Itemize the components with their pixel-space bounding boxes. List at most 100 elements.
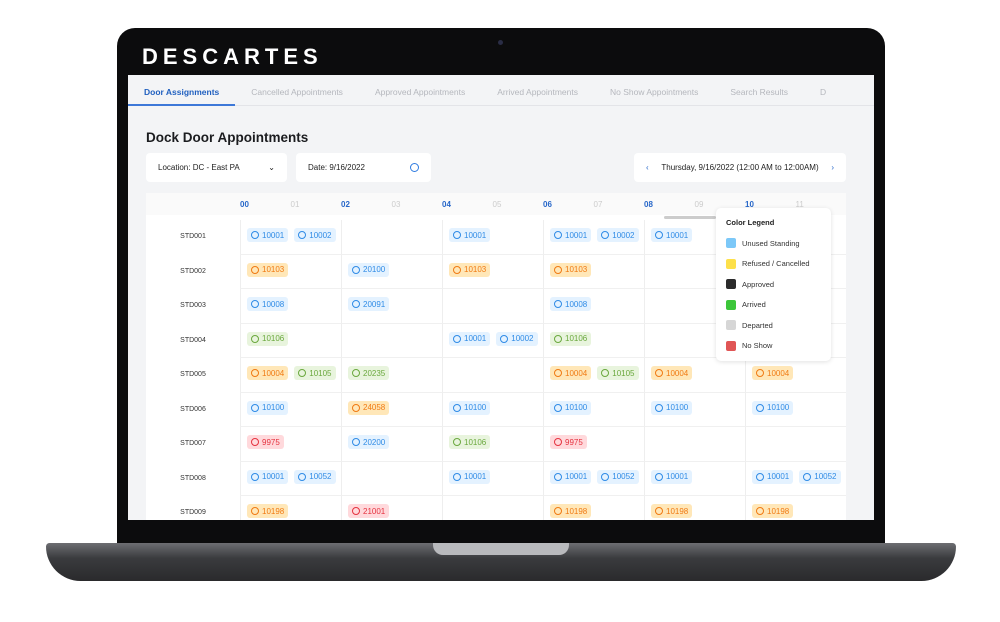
schedule-cell: 20235 [341,358,442,393]
appointment-chip[interactable]: 10004 [651,366,693,380]
tab-0[interactable]: Door Assignments [128,75,236,106]
appointment-chip[interactable]: 10103 [550,262,592,277]
appointment-chip[interactable]: 10002 [597,228,639,242]
appointment-chip[interactable]: 10001 [550,469,592,484]
appointment-chip[interactable]: 10103 [247,262,289,277]
appointment-chip[interactable]: 10106 [247,331,289,346]
appointment-chip[interactable]: 10004 [247,366,289,380]
legend-item: Approved [726,274,821,295]
appointment-chip[interactable]: 10052 [799,469,841,484]
appointment-id: 10002 [309,230,332,240]
schedule-cell: 21001 [341,496,442,520]
appointment-chip[interactable]: 10103 [449,262,491,277]
hour-label: 07 [593,200,603,209]
color-legend: Color Legend Unused Standing Refused / Ca… [716,208,831,361]
appointment-chip[interactable]: 9975 [550,435,587,449]
appointment-chip[interactable]: 10100 [449,400,491,415]
appointment-id: 10001 [666,472,689,481]
appointment-chip[interactable]: 10198 [550,504,592,518]
appointment-chip[interactable]: 10001 [752,469,794,484]
appointment-id: 10001 [464,230,487,240]
clock-icon [251,472,259,481]
appointment-id: 10052 [612,472,635,481]
horizontal-scrollbar[interactable] [664,216,716,219]
appointment-chip[interactable]: 10004 [752,366,794,380]
appointment-chip[interactable]: 20200 [348,435,390,449]
next-day-button[interactable]: › [831,163,834,172]
appointment-id: 10100 [464,403,487,412]
appointment-chip[interactable]: 10105 [294,366,336,380]
clock-icon [500,334,509,343]
schedule-cell: 10106 [240,323,341,358]
clock-icon [251,300,259,308]
appointment-chip[interactable]: 10001 [449,331,491,346]
appointment-chip[interactable]: 10100 [651,400,693,415]
tab-1[interactable]: Cancelled Appointments [251,87,343,97]
appointment-id: 10004 [767,368,790,378]
appointment-chip[interactable]: 10001 [550,228,592,242]
appointment-chip[interactable]: 10008 [247,297,289,311]
appointment-chip[interactable]: 10198 [651,504,693,518]
appointment-chip[interactable]: 10001 [449,469,491,484]
clock-icon [554,507,562,515]
appointment-id: 10052 [814,472,837,481]
appointment-chip[interactable]: 10001 [247,469,289,484]
legend-item: Arrived [726,295,821,316]
appointment-chip[interactable]: 10106 [449,435,491,449]
clock-icon [410,163,419,172]
appointment-chip[interactable]: 10100 [752,400,794,415]
clock-icon [251,438,259,446]
schedule-cell: 24058 [341,392,442,427]
appointment-chip[interactable]: 20100 [348,262,390,277]
appointment-chip[interactable]: 10002 [294,228,336,242]
appointment-chip[interactable]: 20235 [348,366,390,380]
schedule-cell: 10100 [745,392,846,427]
tab-3[interactable]: Arrived Appointments [497,87,578,97]
schedule-cell: 10106 [543,323,644,358]
appointment-chip[interactable]: 10004 [550,366,592,380]
legend-swatch [726,258,736,269]
clock-icon [554,334,562,343]
clock-icon [352,438,360,446]
appointment-chip[interactable]: 10001 [651,228,693,242]
clock-icon [554,472,562,481]
appointment-id: 10001 [767,472,790,481]
clock-icon [251,403,259,412]
appointment-chip[interactable]: 20091 [348,297,390,311]
clock-icon [251,334,259,343]
prev-day-button[interactable]: ‹ [646,163,649,172]
appointment-chip[interactable]: 10100 [550,400,592,415]
schedule-cell [442,496,543,520]
location-select[interactable]: Location: DC - East PA ⌄ [146,153,287,182]
appointment-chip[interactable]: 10100 [247,400,289,415]
tab-6[interactable]: D [820,87,827,97]
tab-4[interactable]: No Show Appointments [610,87,699,97]
schedule-cell: 9975 [240,427,341,462]
date-picker[interactable]: Date: 9/16/2022 [296,153,431,182]
door-label: STD006 [180,405,206,413]
appointment-chip[interactable]: 21001 [348,504,390,518]
appointment-chip[interactable]: 10198 [247,504,289,518]
legend-item: Departed [726,315,821,336]
schedule-cell: 10008 [543,289,644,324]
tab-2[interactable]: Approved Appointments [374,87,466,97]
appointment-chip[interactable]: 10052 [597,469,639,484]
legend-label: Departed [742,320,773,330]
appointment-chip[interactable]: 10001 [247,228,289,242]
appointment-chip[interactable]: 10198 [752,504,794,518]
appointment-chip[interactable]: 10052 [294,469,336,484]
appointment-chip[interactable]: 9975 [247,435,284,449]
hour-label: 10 [745,200,754,209]
appointment-chip[interactable]: 10106 [550,331,592,346]
tab-bar: Door Assignments Cancelled Appointments Ap… [128,75,874,106]
appointment-chip[interactable]: 24058 [348,400,390,415]
appointment-chip[interactable]: 10105 [597,366,639,380]
appointment-id: 10001 [464,472,487,481]
appointment-chip[interactable]: 10002 [496,331,538,346]
appointment-chip[interactable]: 10001 [449,228,491,242]
legend-title: Color Legend [726,218,775,227]
appointment-chip[interactable]: 10001 [651,469,693,484]
tab-5[interactable]: Search Results [730,87,788,97]
appointment-chip[interactable]: 10008 [550,297,592,311]
clock-icon [803,472,812,481]
